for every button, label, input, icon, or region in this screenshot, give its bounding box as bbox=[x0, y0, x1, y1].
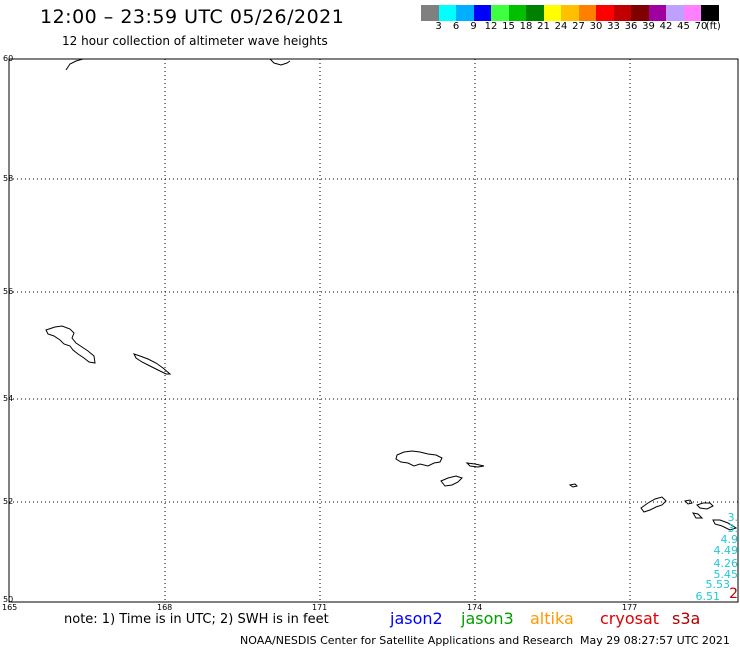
wave-height-color-scale bbox=[421, 5, 719, 21]
satellite-legend-altika: altika bbox=[530, 609, 574, 628]
swh-value-label: 3. bbox=[727, 522, 739, 535]
color-scale-label: 3 bbox=[435, 21, 442, 32]
color-scale-swatch bbox=[613, 5, 631, 21]
lat-label-54: 54 bbox=[3, 394, 13, 403]
color-scale-label: 9 bbox=[470, 21, 477, 32]
color-scale-label: 42 bbox=[659, 21, 673, 32]
color-scale-swatch bbox=[543, 5, 561, 21]
color-scale-swatch bbox=[526, 5, 544, 21]
lat-label-56: 56 bbox=[3, 287, 13, 296]
island-semichi bbox=[465, 462, 485, 468]
lon-label-171: 171 bbox=[312, 603, 327, 612]
color-scale-swatch bbox=[508, 5, 526, 21]
island-buldir bbox=[568, 483, 578, 488]
color-scale-swatch bbox=[701, 5, 719, 21]
island-amchitka bbox=[691, 512, 704, 519]
swh-value-label: 3. bbox=[727, 511, 739, 524]
color-scale-swatch bbox=[456, 5, 474, 21]
color-scale-swatch bbox=[666, 5, 684, 21]
color-scale-label: 24 bbox=[554, 21, 568, 32]
coastline-top-left bbox=[65, 58, 88, 71]
island-amchitka-east bbox=[712, 519, 738, 531]
swh-value-label: 5.53 bbox=[705, 578, 731, 591]
satellite-legend-cryosat: cryosat bbox=[600, 609, 660, 628]
swh-value-label: 4.49 bbox=[713, 544, 739, 557]
lat-label-52: 52 bbox=[3, 497, 13, 506]
island-bering bbox=[45, 325, 96, 364]
map-frame bbox=[8, 58, 739, 603]
color-scale-label: 30 bbox=[589, 21, 603, 32]
lat-label-60: 60 bbox=[3, 54, 13, 63]
coastline-top-right bbox=[269, 58, 291, 66]
color-scale-swatch bbox=[596, 5, 614, 21]
color-scale-swatch bbox=[421, 5, 439, 21]
lat-label-58: 58 bbox=[3, 174, 13, 183]
color-scale-label: 12 bbox=[484, 21, 498, 32]
note-text: note: 1) Time is in UTC; 2) SWH is in fe… bbox=[64, 612, 329, 627]
island-rat-islands bbox=[696, 502, 714, 510]
chart-title: 12:00 – 23:59 UTC 05/26/2021 bbox=[40, 6, 345, 28]
swh-value-label: 6.51 bbox=[695, 590, 721, 603]
coastlines bbox=[45, 58, 738, 531]
island-agattu bbox=[440, 475, 463, 487]
swh-value-label: 5.45 bbox=[713, 568, 739, 581]
color-scale-label: 70 bbox=[694, 21, 708, 32]
footer-credit: NOAA/NESDIS Center for Satellite Applica… bbox=[240, 634, 574, 647]
color-scale-label: 33 bbox=[607, 21, 620, 32]
satellite-legend-s3a: s3a bbox=[672, 609, 701, 628]
map-grid bbox=[8, 58, 739, 603]
satellite-legend-jason2: jason2 bbox=[390, 609, 443, 628]
island-attu bbox=[395, 450, 443, 467]
color-scale-swatch bbox=[578, 5, 596, 21]
color-scale-label: 15 bbox=[502, 21, 515, 32]
color-scale-swatch bbox=[561, 5, 579, 21]
swh-value-label: 4.9 bbox=[720, 533, 739, 546]
swh-value-label: 2 bbox=[729, 586, 738, 602]
island-little-kiska bbox=[683, 499, 693, 505]
color-scale-swatch bbox=[473, 5, 491, 21]
color-scale-label: 36 bbox=[624, 21, 638, 32]
lon-label-165: 165 bbox=[2, 603, 17, 612]
color-scale-label: 6 bbox=[452, 21, 460, 32]
color-scale-swatch bbox=[491, 5, 509, 21]
lon-label-177: 177 bbox=[622, 603, 637, 612]
chart-subtitle: 12 hour collection of altimeter wave hei… bbox=[62, 34, 328, 48]
color-scale-label: 21 bbox=[537, 21, 550, 32]
color-scale-label: 18 bbox=[519, 21, 533, 32]
color-scale-swatch bbox=[683, 5, 701, 21]
lon-label-174: 174 bbox=[467, 603, 482, 612]
color-scale-label: (ft) bbox=[705, 21, 721, 32]
color-scale-label: 27 bbox=[572, 21, 585, 32]
color-scale-swatch bbox=[648, 5, 666, 21]
island-medny bbox=[133, 353, 172, 375]
lon-label-168: 168 bbox=[157, 603, 172, 612]
color-scale-swatch bbox=[438, 5, 456, 21]
color-scale-swatch bbox=[631, 5, 649, 21]
swh-value-label: 4.26 bbox=[713, 557, 739, 570]
color-scale-label: 45 bbox=[677, 21, 690, 32]
color-scale-label: 39 bbox=[642, 21, 655, 32]
island-kiska bbox=[640, 496, 667, 513]
lat-label-50: 50 bbox=[3, 595, 13, 604]
footer-timestamp: May 29 08:27:57 UTC 2021 bbox=[580, 634, 730, 647]
satellite-legend-jason3: jason3 bbox=[461, 609, 514, 628]
